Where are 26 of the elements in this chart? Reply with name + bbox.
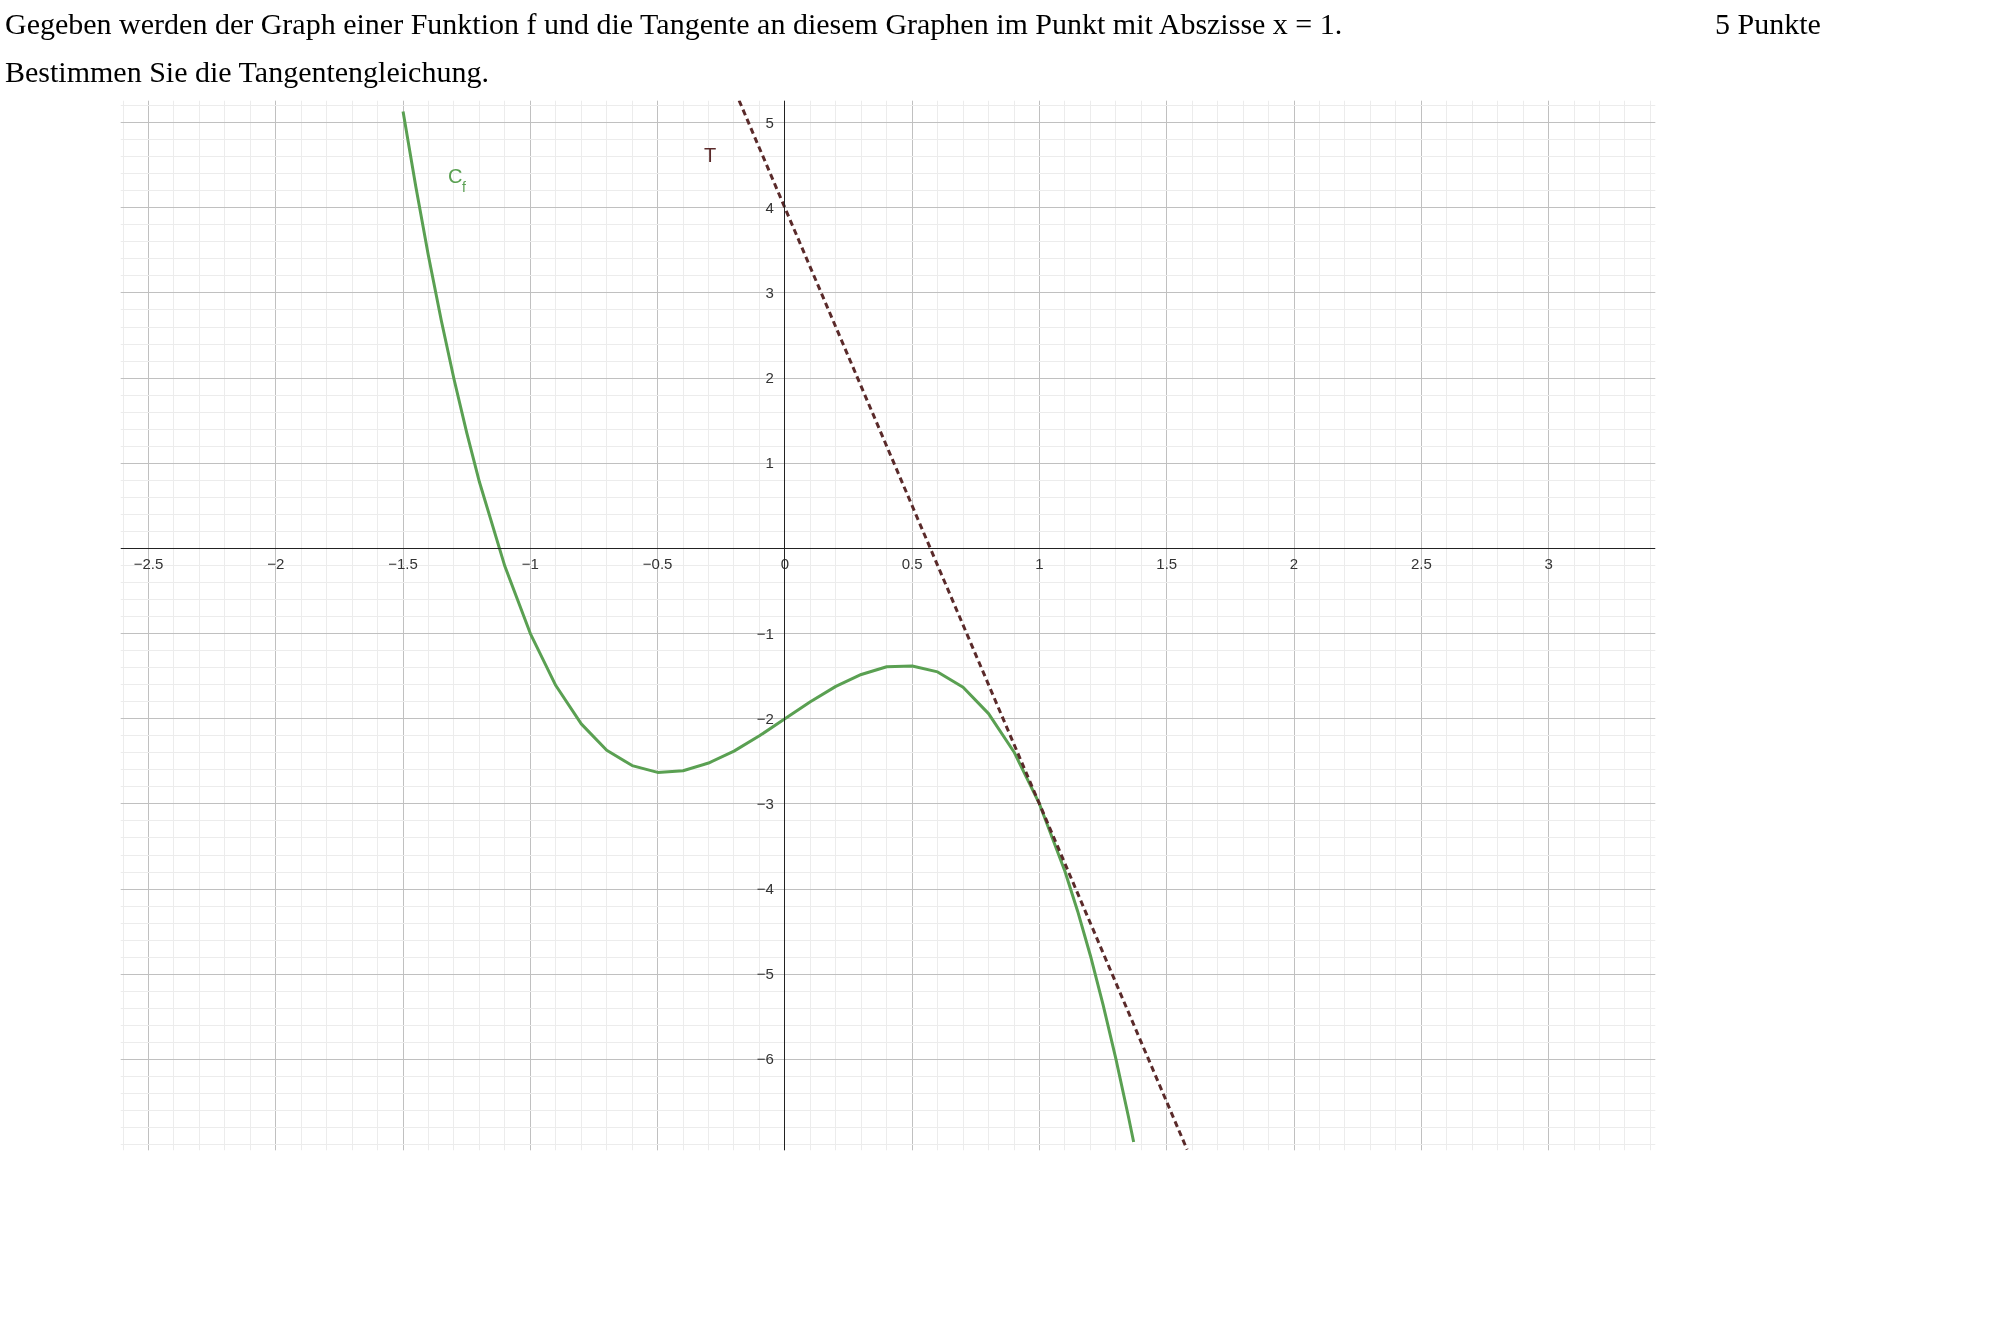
y-tick-label: −2	[756, 709, 774, 727]
x-tick-label: 1.5	[1156, 555, 1178, 573]
x-tick-label: −1	[521, 555, 539, 573]
y-tick-label: −4	[756, 880, 774, 898]
x-tick-label: −1.5	[388, 555, 418, 573]
x-tick-label: −2	[267, 555, 285, 573]
x-tick-label: 2	[1289, 555, 1299, 573]
text: 5 Punkte	[1715, 6, 1821, 42]
y-tick-label: −1	[756, 624, 774, 642]
x-tick-label: 0.5	[901, 555, 923, 573]
x-tick-label: 1	[1035, 555, 1044, 573]
chart-subtitle: Bestimmen Sie die Tangentengleichung.	[5, 53, 489, 90]
y-tick-label: 1	[765, 454, 774, 472]
chart-title: Gegeben werden der Graph einer Funktion f und die Tangente an diesem Graphen im Punkt mit Abszisse x = 1.	[5, 6, 1343, 42]
x-tick-label: 3	[1544, 555, 1553, 573]
y-tick-label: −5	[756, 965, 774, 983]
x-tick-label: 2.5	[1410, 555, 1432, 573]
y-tick-label: −3	[756, 794, 774, 812]
y-tick-label: 4	[765, 198, 774, 216]
y-tick-label: 2	[765, 369, 774, 387]
series-label: T	[704, 143, 717, 166]
x-tick-label: −0.5	[642, 555, 673, 573]
y-tick-label: 5	[765, 113, 774, 131]
x-tick-label: −2.5	[133, 555, 164, 573]
y-tick-label: 3	[765, 283, 774, 301]
y-tick-label: −6	[756, 1050, 774, 1068]
